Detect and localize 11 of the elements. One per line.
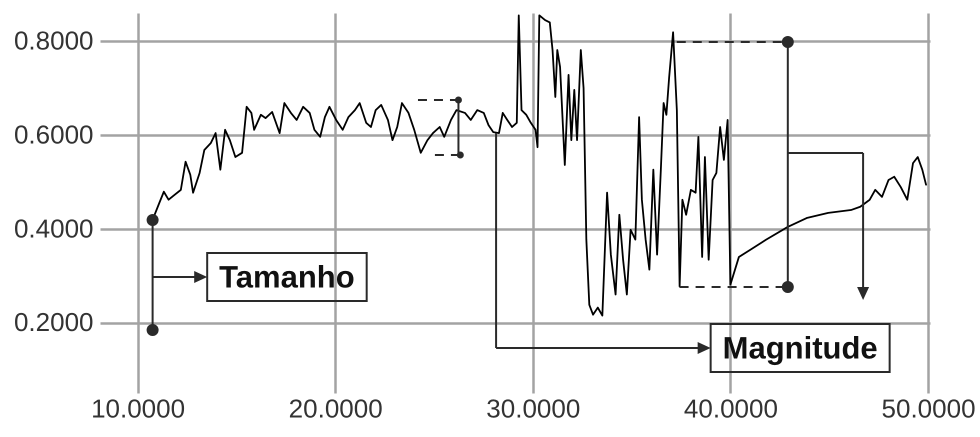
y-tick-label: 0.2000 (14, 307, 94, 338)
x-tick-label: 30.0000 (486, 394, 580, 424)
x-tick-label: 40.0000 (684, 394, 778, 424)
y-tick-label: 0.6000 (14, 119, 94, 150)
annotation: Tamanho (219, 260, 355, 294)
y-tick-label: 0.4000 (14, 213, 94, 244)
x-tick-label: 10.0000 (91, 394, 186, 424)
y-tick-label: 0.8000 (14, 26, 94, 56)
x-tick-label: 50.0000 (882, 394, 976, 424)
x-tick-label: 20.0000 (288, 394, 383, 424)
annotation: Magnitude (722, 330, 878, 366)
